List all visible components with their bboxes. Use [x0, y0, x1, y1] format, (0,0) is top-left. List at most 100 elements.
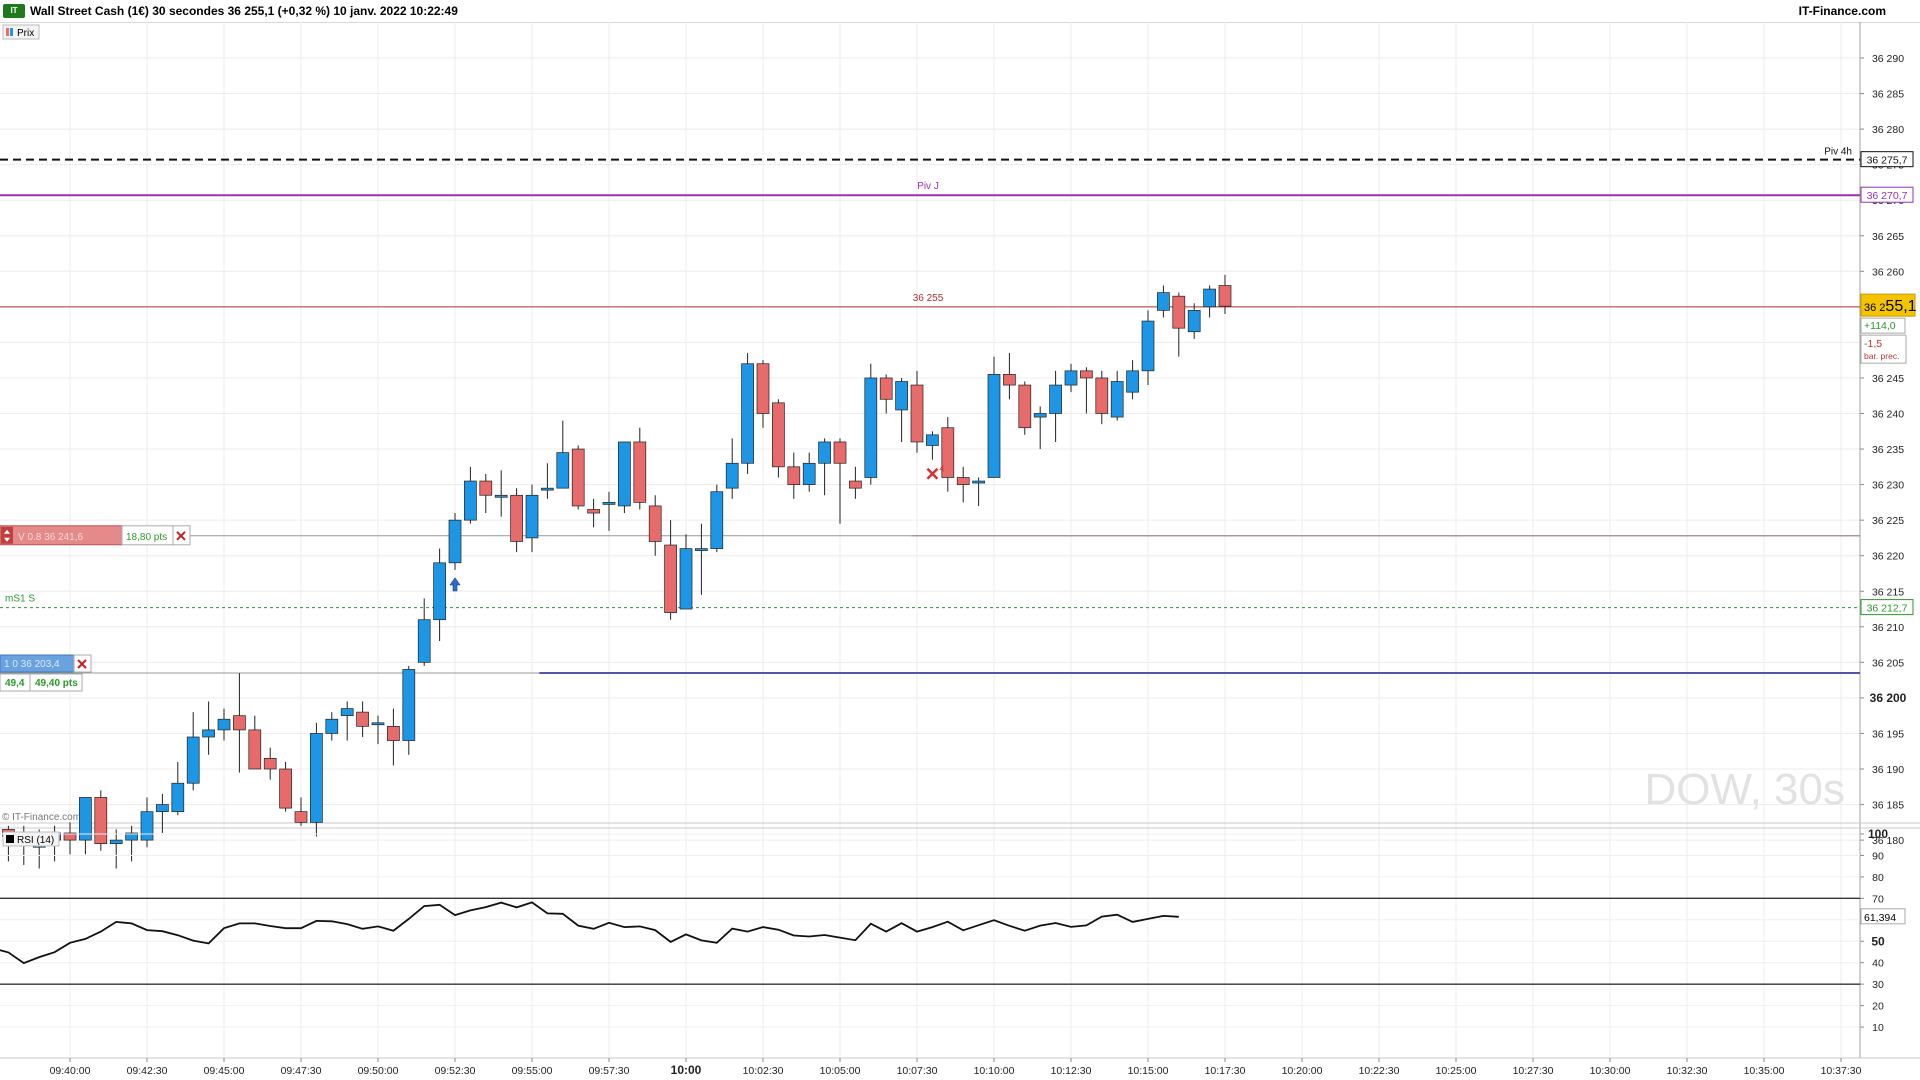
candle-body[interactable] [494, 494, 508, 498]
candle-body[interactable] [741, 363, 754, 464]
y-tick-label: 36 265 [1872, 231, 1904, 243]
candle-body[interactable] [802, 462, 816, 485]
y-tick-label: 36 230 [1872, 480, 1904, 492]
rsi-line[interactable] [0, 901, 1179, 987]
level-price-tag [1860, 599, 1914, 616]
candle-body[interactable] [387, 725, 400, 741]
x-tick-label: 10:30:00 [1590, 1065, 1631, 1077]
candle-body[interactable] [279, 768, 292, 809]
candle-body[interactable] [818, 441, 831, 464]
candle-body[interactable] [356, 711, 369, 727]
candle-body[interactable] [325, 718, 339, 734]
candle-body[interactable] [602, 502, 616, 505]
candle-body[interactable] [648, 505, 662, 542]
candle-body[interactable] [263, 757, 277, 770]
candle-body[interactable] [1126, 370, 1139, 393]
candle-body[interactable] [926, 434, 939, 446]
candle-body[interactable] [94, 797, 108, 845]
close-icon[interactable] [176, 531, 186, 541]
candle-body[interactable] [525, 494, 539, 539]
candle-body[interactable] [879, 377, 893, 400]
candle-body[interactable] [1080, 370, 1093, 379]
candle-body[interactable] [156, 804, 169, 813]
candle-body[interactable] [294, 811, 308, 823]
candle-body[interactable] [1157, 292, 1170, 311]
candle-body[interactable] [448, 519, 462, 564]
candle-body[interactable] [1003, 374, 1016, 386]
candle-body[interactable] [479, 480, 493, 496]
y-tick-label: 36 245 [1872, 373, 1904, 385]
candle-body[interactable] [1033, 413, 1047, 418]
change-tag [1860, 317, 1906, 334]
candle-body[interactable] [972, 480, 985, 484]
candle-body[interactable] [1018, 384, 1032, 429]
candle-body[interactable] [1049, 384, 1062, 414]
candle-body[interactable] [310, 733, 323, 823]
candle-body[interactable] [710, 491, 724, 549]
candle-body[interactable] [417, 619, 431, 663]
y-tick-label: 36 195 [1872, 728, 1904, 740]
candle-body[interactable] [956, 477, 970, 485]
candle-body[interactable] [79, 797, 92, 841]
candle-body[interactable] [849, 480, 862, 489]
candle-body[interactable] [725, 462, 739, 489]
candle-body[interactable] [63, 832, 77, 841]
brand-label[interactable]: IT-Finance.com [1798, 4, 1886, 18]
candle-body[interactable] [556, 452, 570, 489]
candle-body[interactable] [1064, 370, 1078, 386]
candle-body[interactable] [1218, 285, 1232, 307]
candle-body[interactable] [1095, 377, 1109, 414]
candle-body[interactable] [679, 548, 693, 610]
candle-body[interactable] [541, 487, 554, 491]
x-tick-label: 09:45:00 [204, 1065, 245, 1077]
rsi-tick-label: 30 [1872, 979, 1884, 991]
candle-body[interactable] [987, 374, 1001, 478]
candle-body[interactable] [371, 722, 385, 726]
candle-body[interactable] [433, 562, 446, 621]
candle-body[interactable] [171, 782, 185, 813]
level-label: 36 255 [913, 293, 944, 304]
candle-body[interactable] [633, 441, 647, 503]
y-tick-label: 36 235 [1872, 444, 1904, 456]
x-tick-label: 10:35:00 [1744, 1065, 1785, 1077]
candle-body[interactable] [941, 427, 955, 478]
candle-body[interactable] [664, 544, 677, 613]
candle-body[interactable] [587, 509, 600, 514]
candle-body[interactable] [895, 381, 908, 411]
rsi-value-text: 61,394 [1864, 912, 1896, 924]
candle-body[interactable] [510, 494, 523, 542]
candle-body[interactable] [1203, 288, 1216, 308]
candle-body[interactable] [202, 729, 215, 738]
y-tick-label: 36 190 [1872, 764, 1904, 776]
candle-body[interactable] [1110, 381, 1124, 418]
candle-body[interactable] [756, 363, 770, 414]
candle-body[interactable] [186, 736, 200, 784]
candle-body[interactable] [125, 832, 138, 841]
candle-body[interactable] [340, 708, 354, 717]
close-icon[interactable] [77, 659, 87, 669]
candle-body[interactable] [787, 466, 801, 485]
candle-body[interactable] [248, 729, 262, 770]
candle-body[interactable] [109, 839, 123, 845]
candle-body[interactable] [864, 377, 878, 478]
candle-body[interactable] [695, 548, 708, 551]
candle-body[interactable] [233, 715, 246, 731]
candle-body[interactable] [910, 384, 924, 443]
candle-body[interactable] [402, 669, 416, 741]
rsi-legend-box[interactable] [2, 831, 60, 847]
candle-body[interactable] [618, 441, 631, 507]
candle-body[interactable] [140, 811, 154, 841]
candle-body[interactable] [833, 441, 847, 464]
candle-body[interactable] [1141, 320, 1155, 372]
candle-body[interactable] [464, 480, 477, 521]
candle-body[interactable] [571, 448, 585, 507]
candle-body[interactable] [772, 402, 785, 468]
candle-body[interactable] [217, 718, 231, 731]
drag-handle-icon[interactable] [1, 526, 13, 544]
candle-body[interactable] [1172, 295, 1186, 329]
x-tick-label: 10:17:30 [1205, 1065, 1246, 1077]
candle-body[interactable] [1187, 310, 1201, 333]
sell-pnl-label: 18,80 pts [126, 532, 167, 543]
